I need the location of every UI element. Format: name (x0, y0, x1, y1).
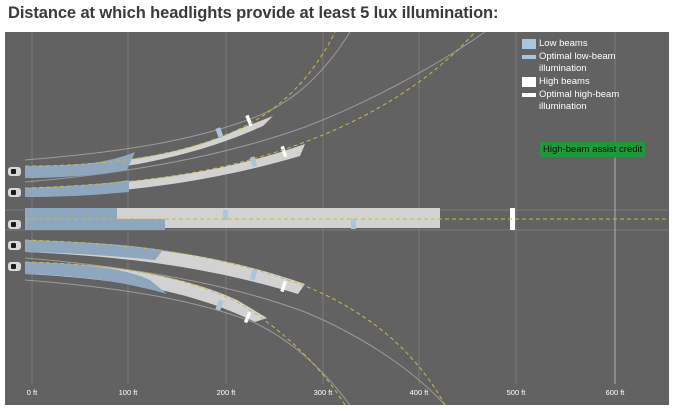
road-edge-curve-4-outer (24, 279, 351, 405)
lane-center-curve-3 (24, 239, 446, 405)
axis-tick-label: 200 ft (216, 388, 236, 397)
lane-center-curve-4 (24, 261, 346, 405)
optimal-high-marker-straight (510, 208, 515, 230)
low-beam-curve-2 (25, 180, 129, 197)
optimal-low-marker-curve-2 (249, 156, 258, 168)
optimal-high-marker-curve-2 (280, 145, 288, 158)
axis-tick-label: 400 ft (409, 388, 429, 397)
beam-curve-4 (25, 262, 267, 324)
axis-tick-label: 0 ft (26, 388, 38, 397)
legend-item-low-beams: Low beams (522, 38, 667, 50)
axis-tick-label: 100 ft (118, 388, 138, 397)
optimal-low-marker-curve-1 (215, 127, 224, 139)
diagram-canvas (5, 32, 669, 405)
optimal-low-marker-curve-4 (215, 299, 224, 311)
optimal-high-swatch (522, 93, 536, 97)
high-beam-assist-credit-badge: High-beam assist credit (540, 142, 646, 157)
optimal-high-marker-curve-4 (243, 311, 252, 324)
page-title: Distance at which headlights provide at … (8, 4, 499, 22)
car-icon (8, 262, 21, 271)
optimal-low-swatch (522, 55, 536, 59)
car-icon (8, 220, 21, 229)
lane-centers (24, 32, 669, 405)
car-icon (8, 188, 21, 197)
legend-item-optimal-high: Optimal high-beam illumination (522, 89, 667, 113)
lane-center-curve-1 (24, 32, 336, 167)
optimal-high-marker-curve-3 (280, 280, 287, 293)
axis-tick-label: 300 ft (313, 388, 333, 397)
optimal-low-marker-straight-2 (351, 219, 356, 229)
legend: Low beams Optimal low-beam illumination … (522, 38, 667, 114)
beam-straight (25, 208, 515, 230)
axis-tick-label: 600 ft (605, 388, 625, 397)
axis-tick-label: 500 ft (506, 388, 526, 397)
high-beam-swatch (522, 77, 536, 87)
legend-item-high-beams: High beams (522, 76, 667, 88)
low-beam-swatch (522, 39, 536, 49)
car-icon (8, 167, 21, 176)
low-beam-curve-3 (25, 240, 163, 260)
legend-item-optimal-low: Optimal low-beam illumination (522, 51, 667, 75)
road-edge-curve-1-outer (24, 32, 351, 161)
road-edge-curve-3-outer (24, 257, 446, 405)
optimal-low-marker-straight (223, 210, 228, 220)
diagram-panel: Low beams Optimal low-beam illumination … (5, 32, 669, 405)
optimal-low-marker-curve-3 (249, 269, 258, 281)
car-icon (8, 241, 21, 250)
low-beam-curve-4 (25, 262, 167, 294)
road-edge-curve-2-outer (24, 32, 486, 183)
road-edges (24, 32, 486, 405)
low-beam-curve-1 (25, 152, 135, 178)
beam-curve-3 (25, 240, 305, 294)
